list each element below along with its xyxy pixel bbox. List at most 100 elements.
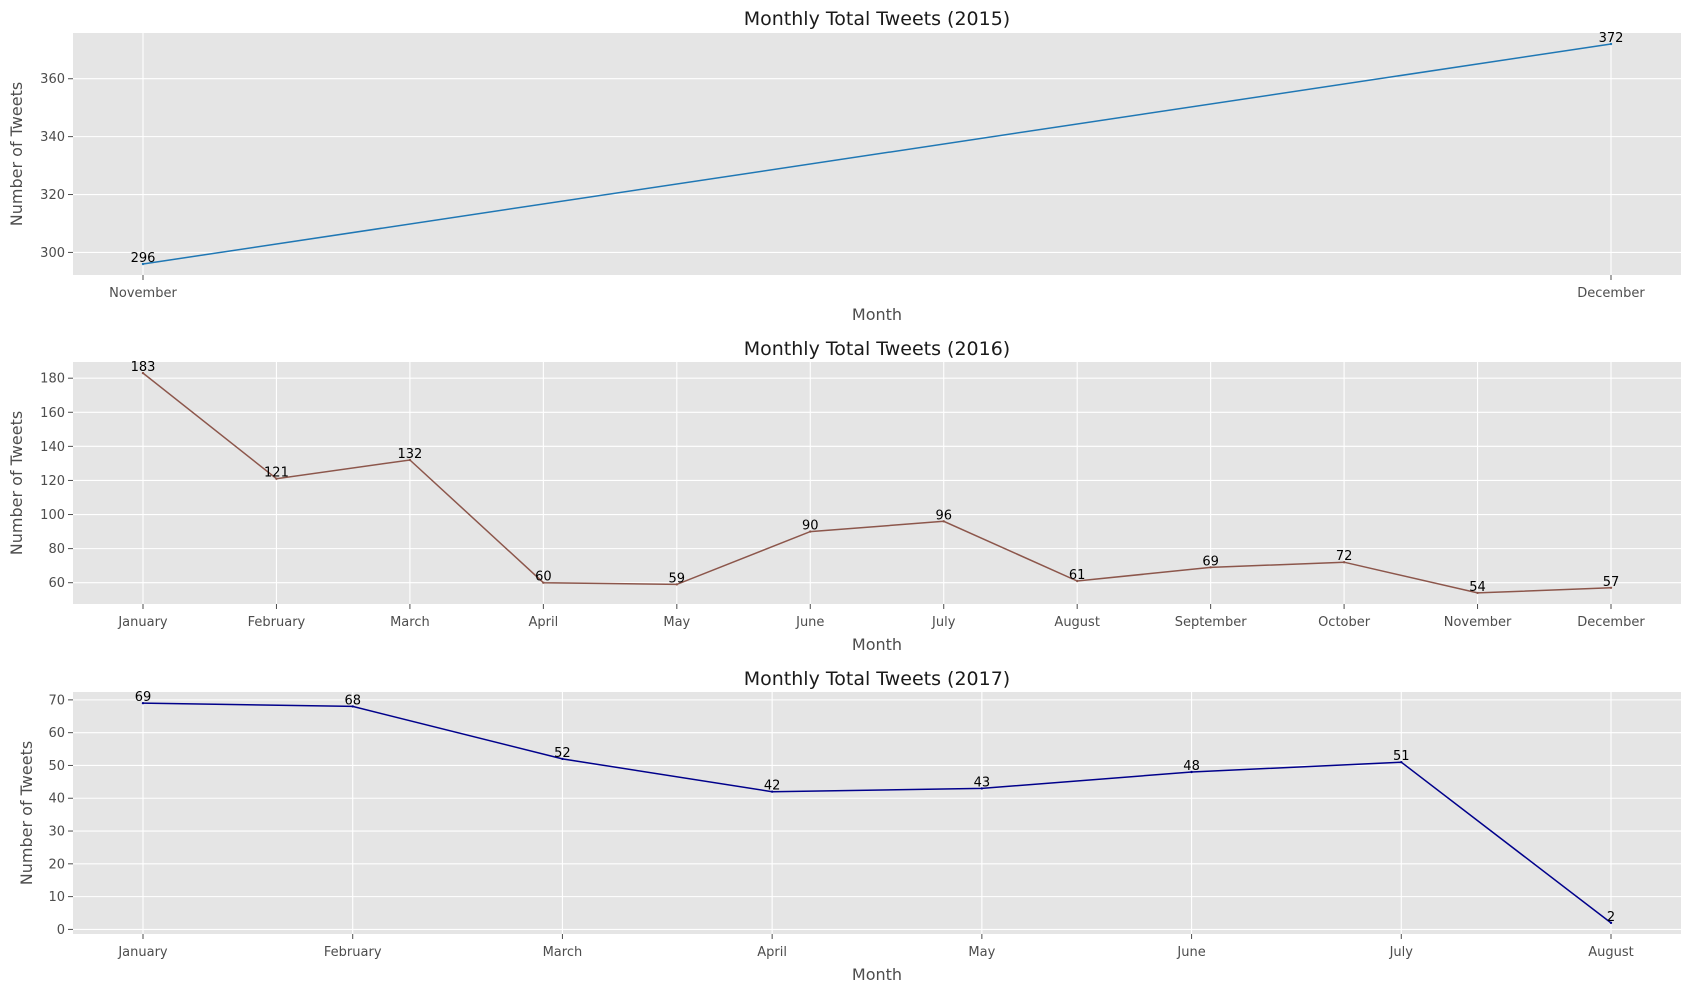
data-label: 183 bbox=[131, 360, 156, 375]
x-tick-label: February bbox=[248, 615, 306, 630]
data-label: 59 bbox=[669, 571, 686, 586]
data-label: 52 bbox=[554, 746, 571, 761]
x-tick-label: March bbox=[390, 615, 430, 630]
data-point bbox=[141, 262, 145, 266]
data-label: 54 bbox=[1469, 580, 1486, 595]
chart-title: Monthly Total Tweets (2017) bbox=[744, 668, 1010, 690]
x-tick-label: December bbox=[1577, 615, 1645, 630]
x-tick-label: January bbox=[117, 945, 168, 960]
data-point bbox=[1075, 579, 1079, 583]
y-tick-label: 100 bbox=[40, 508, 65, 523]
data-point bbox=[675, 583, 679, 586]
x-tick-label: April bbox=[529, 615, 559, 630]
y-tick-label: 70 bbox=[48, 693, 65, 708]
y-tick-label: 340 bbox=[40, 130, 65, 145]
data-point bbox=[561, 757, 564, 761]
x-axis-label: Month bbox=[852, 305, 902, 324]
y-tick-label: 0 bbox=[57, 923, 65, 938]
x-tick-label: July bbox=[931, 615, 956, 630]
chart-panel-0: 300 320 340 360 November December Monthly Tota… bbox=[7, 8, 1681, 324]
data-point bbox=[275, 477, 278, 480]
chart-panel-2: 0 10 20 30 40 50 60 70 January February March April… bbox=[17, 668, 1681, 984]
data-point bbox=[351, 705, 354, 708]
x-tick-label: January bbox=[117, 615, 168, 630]
data-point bbox=[141, 371, 145, 375]
y-tick-label: 60 bbox=[48, 576, 65, 591]
data-label: 48 bbox=[1183, 759, 1200, 774]
data-point bbox=[141, 701, 145, 705]
x-tick-label: May bbox=[663, 615, 690, 630]
data-point bbox=[1609, 42, 1613, 46]
x-axis-label: Month bbox=[852, 965, 902, 984]
plot-area bbox=[73, 692, 1681, 934]
y-axis-label: Number of Tweets bbox=[17, 741, 36, 885]
y-tick-label: 30 bbox=[48, 825, 65, 840]
y-tick-label: 60 bbox=[48, 726, 65, 741]
data-point bbox=[1400, 760, 1403, 764]
x-tick-label: September bbox=[1175, 615, 1248, 630]
y-tick-label: 50 bbox=[48, 759, 65, 774]
data-point bbox=[980, 787, 984, 790]
data-point bbox=[770, 790, 774, 793]
x-tick-label: May bbox=[968, 945, 995, 960]
x-tick-label: December bbox=[1577, 286, 1645, 301]
y-tick-label: 180 bbox=[40, 372, 65, 387]
y-tick-label: 20 bbox=[48, 857, 65, 872]
data-label: 72 bbox=[1336, 549, 1353, 564]
x-tick-label: March bbox=[543, 945, 583, 960]
data-label: 69 bbox=[135, 690, 152, 705]
data-label: 132 bbox=[397, 447, 422, 462]
data-label: 51 bbox=[1393, 749, 1410, 764]
y-tick-label: 300 bbox=[40, 246, 65, 261]
y-tick-label: 80 bbox=[48, 542, 65, 557]
data-point bbox=[1209, 566, 1212, 569]
data-point bbox=[542, 581, 545, 584]
data-point bbox=[1609, 586, 1613, 590]
x-tick-label: July bbox=[1389, 945, 1414, 960]
data-label: 121 bbox=[264, 466, 289, 481]
data-label: 57 bbox=[1603, 575, 1620, 590]
x-tick-label: August bbox=[1588, 945, 1634, 960]
y-axis-label: Number of Tweets bbox=[7, 82, 26, 226]
data-label: 296 bbox=[131, 251, 156, 266]
y-tick-label: 160 bbox=[40, 406, 65, 421]
chart-panel-1: 60 80 100 120 140 160 180 January February March A… bbox=[7, 338, 1681, 654]
x-tick-label: October bbox=[1318, 615, 1371, 630]
data-point bbox=[1476, 591, 1479, 595]
y-tick-label: 140 bbox=[40, 440, 65, 455]
data-label: 68 bbox=[344, 693, 361, 708]
series-line bbox=[142, 43, 1612, 265]
data-label: 2 bbox=[1607, 910, 1615, 925]
x-axis-label: Month bbox=[852, 635, 902, 654]
chart-title: Monthly Total Tweets (2015) bbox=[744, 8, 1010, 30]
x-tick-label: April bbox=[757, 945, 787, 960]
data-label: 42 bbox=[764, 779, 781, 794]
x-tick-label: August bbox=[1054, 615, 1100, 630]
x-tick-label: November bbox=[109, 286, 177, 301]
x-tick-label: June bbox=[1176, 945, 1205, 960]
y-axis-label: Number of Tweets bbox=[7, 411, 26, 555]
series-line bbox=[142, 702, 1612, 924]
x-tick-label: February bbox=[324, 945, 382, 960]
data-label: 372 bbox=[1599, 31, 1624, 46]
data-label: 60 bbox=[535, 570, 552, 585]
x-tick-label: November bbox=[1444, 615, 1512, 630]
data-point bbox=[1609, 921, 1613, 925]
data-point bbox=[408, 458, 412, 462]
y-tick-label: 320 bbox=[40, 188, 65, 203]
plot-area bbox=[73, 362, 1681, 604]
y-tick-label: 40 bbox=[48, 792, 65, 807]
y-tick-label: 120 bbox=[40, 474, 65, 489]
y-tick-label: 10 bbox=[48, 890, 65, 905]
data-label: 90 bbox=[802, 519, 819, 534]
data-label: 43 bbox=[974, 775, 991, 790]
chart-title: Monthly Total Tweets (2016) bbox=[744, 338, 1010, 360]
data-label: 96 bbox=[935, 508, 952, 523]
data-point bbox=[942, 520, 945, 523]
data-point bbox=[1342, 561, 1346, 564]
data-point bbox=[809, 530, 812, 533]
data-label: 61 bbox=[1069, 568, 1086, 583]
data-label: 69 bbox=[1202, 554, 1219, 569]
data-point bbox=[1190, 770, 1193, 774]
